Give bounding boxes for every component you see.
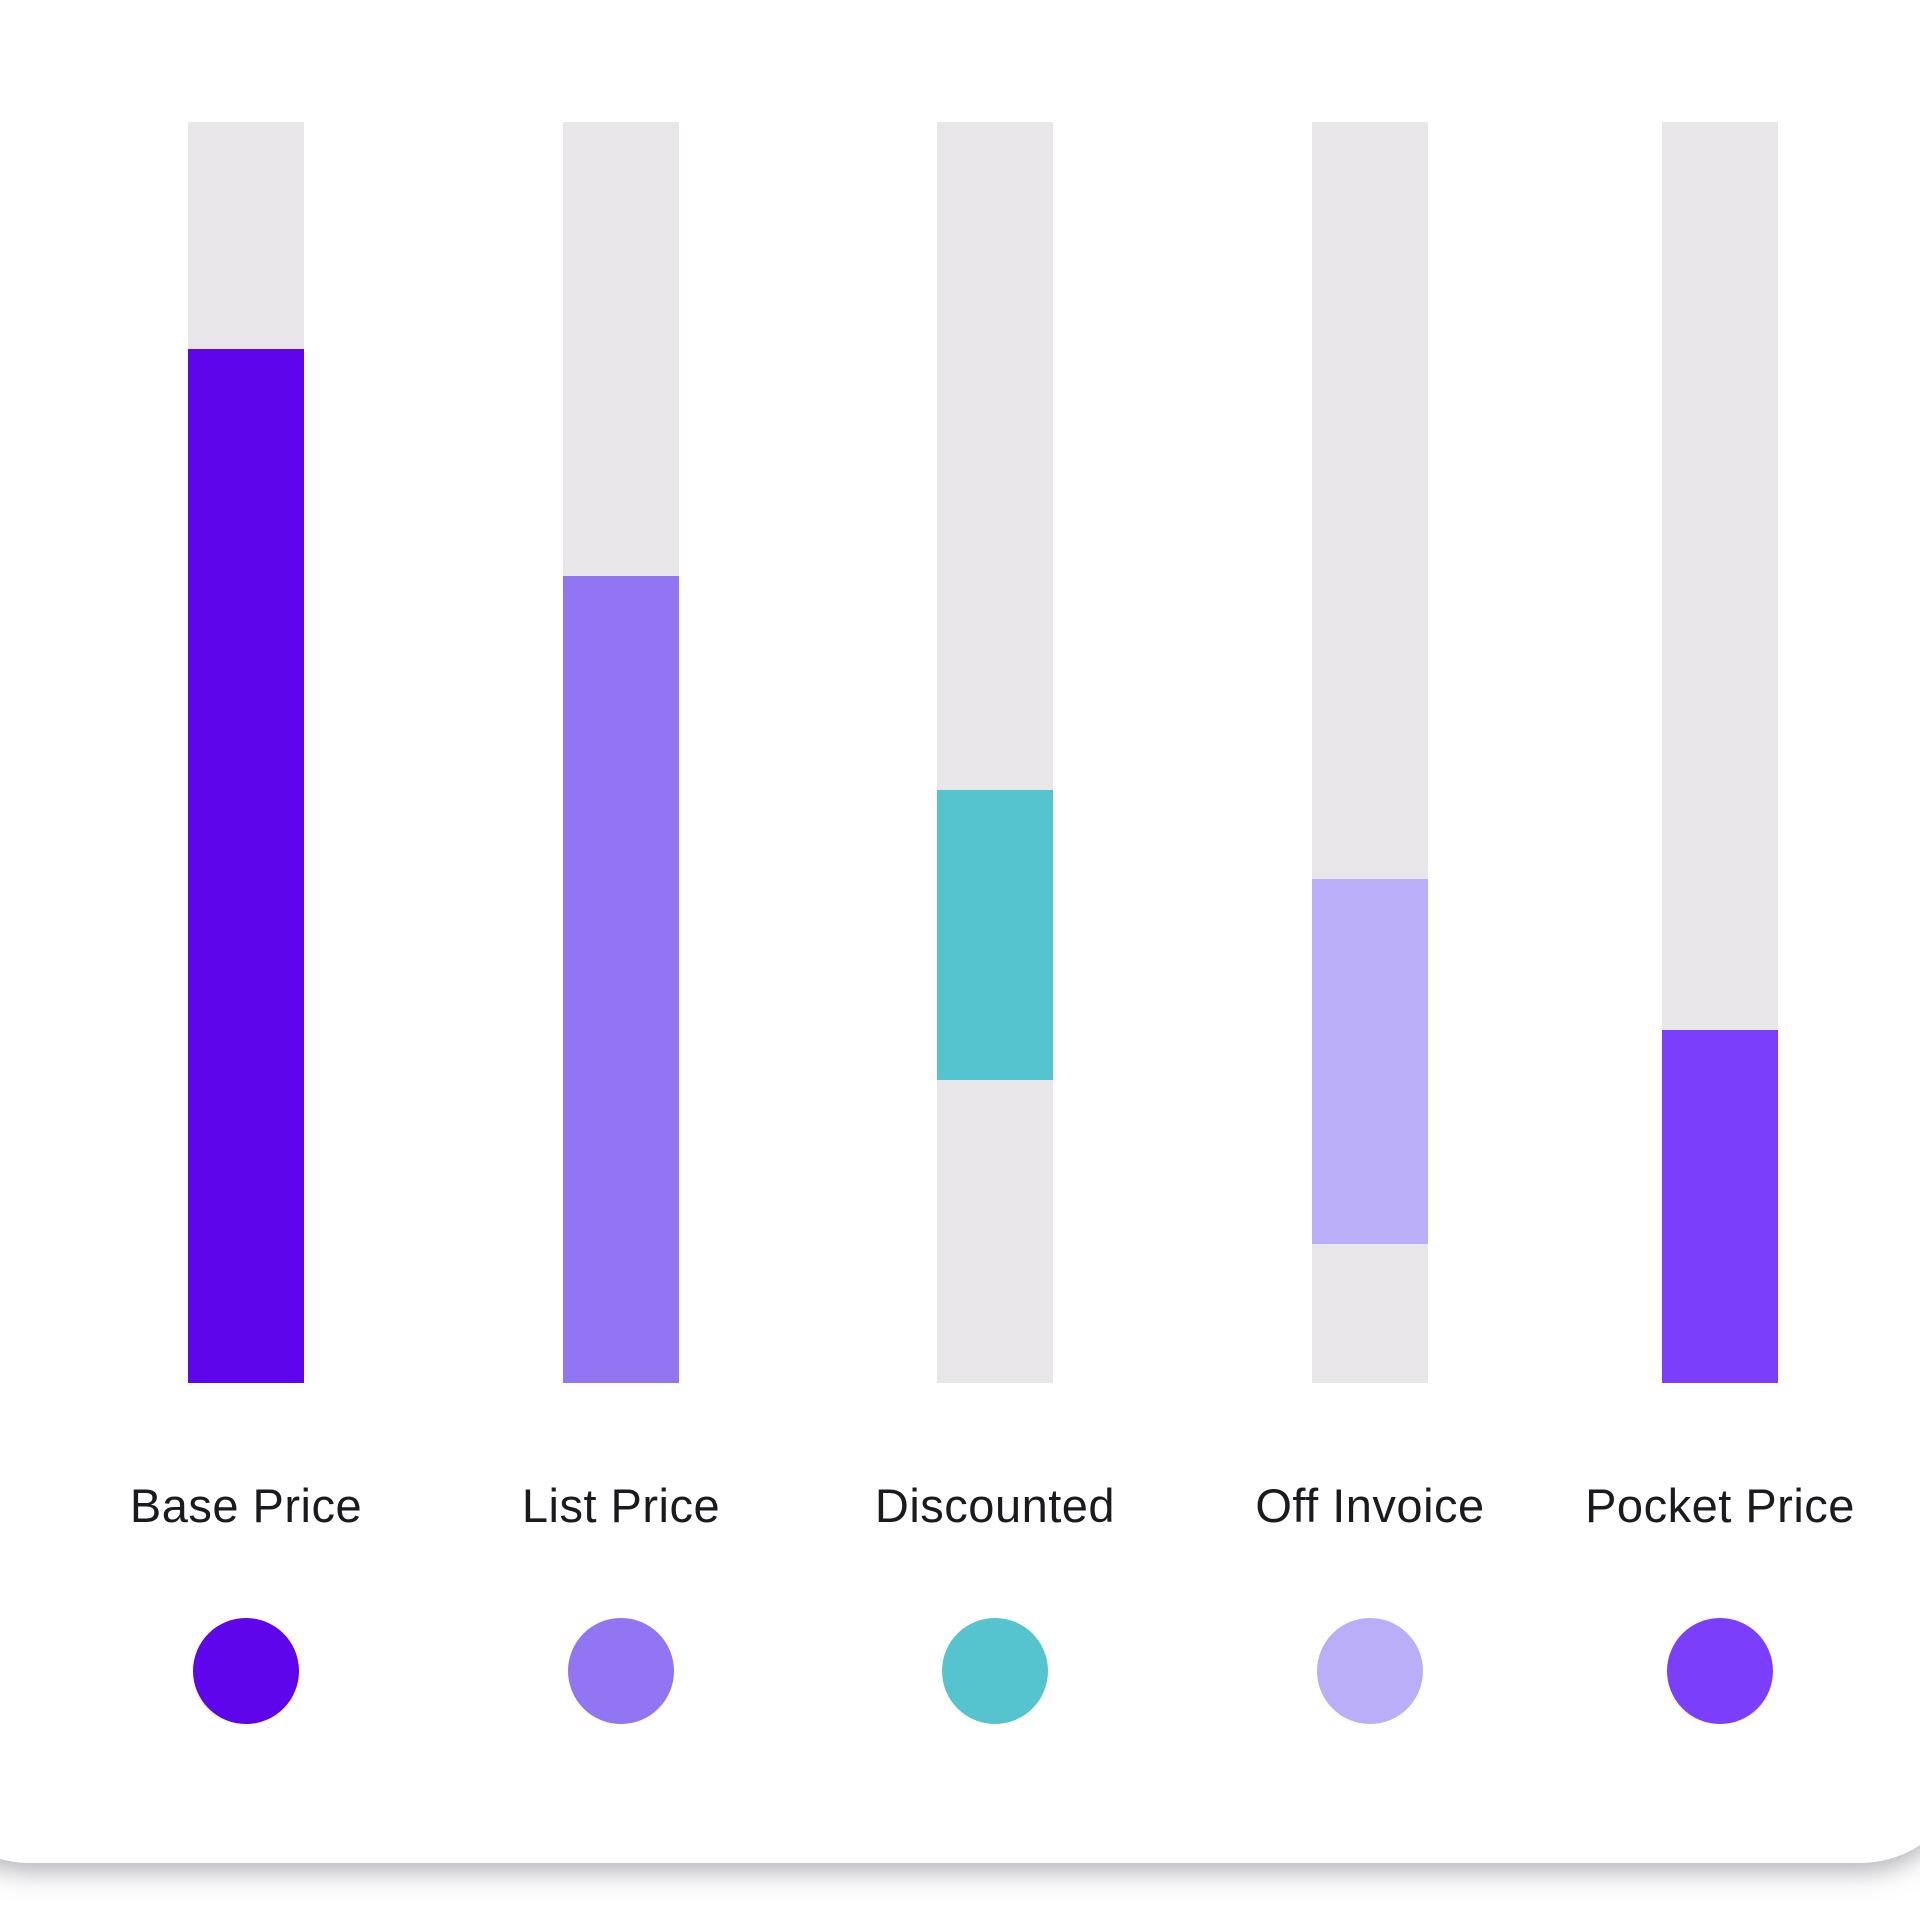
legend-dot	[1317, 1618, 1423, 1725]
bar-track	[937, 122, 1053, 1383]
bar-segment	[937, 790, 1053, 1081]
bar-label: Pocket Price	[1585, 1479, 1855, 1532]
legend-dot	[1667, 1618, 1773, 1725]
bar-label: Base Price	[129, 1479, 363, 1532]
bar-label: Discounted	[874, 1479, 1116, 1532]
column-discounted: Discounted	[815, 122, 1175, 1725]
bar-track	[563, 122, 679, 1383]
column-off-invoice: Off Invoice	[1190, 122, 1550, 1725]
bar-label: Off Invoice	[1255, 1479, 1485, 1532]
bar-segment	[1662, 1029, 1778, 1383]
bar-segment	[188, 348, 304, 1383]
price-waterfall-chart: Base Price List Price Discounted Off Inv…	[66, 122, 1900, 1725]
legend-dot	[568, 1618, 674, 1725]
bar-label: List Price	[521, 1479, 721, 1532]
column-list-price: List Price	[441, 122, 801, 1725]
column-base-price: Base Price	[66, 122, 426, 1725]
column-pocket-price: Pocket Price	[1540, 122, 1900, 1725]
legend-dot	[942, 1618, 1048, 1725]
bar-segment	[1312, 878, 1428, 1245]
legend-dot	[193, 1618, 299, 1725]
chart-card: Base Price List Price Discounted Off Inv…	[66, 122, 1900, 1725]
bar-segment	[563, 575, 679, 1383]
bar-track	[1312, 122, 1428, 1383]
bar-track	[188, 122, 304, 1383]
bar-track	[1662, 122, 1778, 1383]
